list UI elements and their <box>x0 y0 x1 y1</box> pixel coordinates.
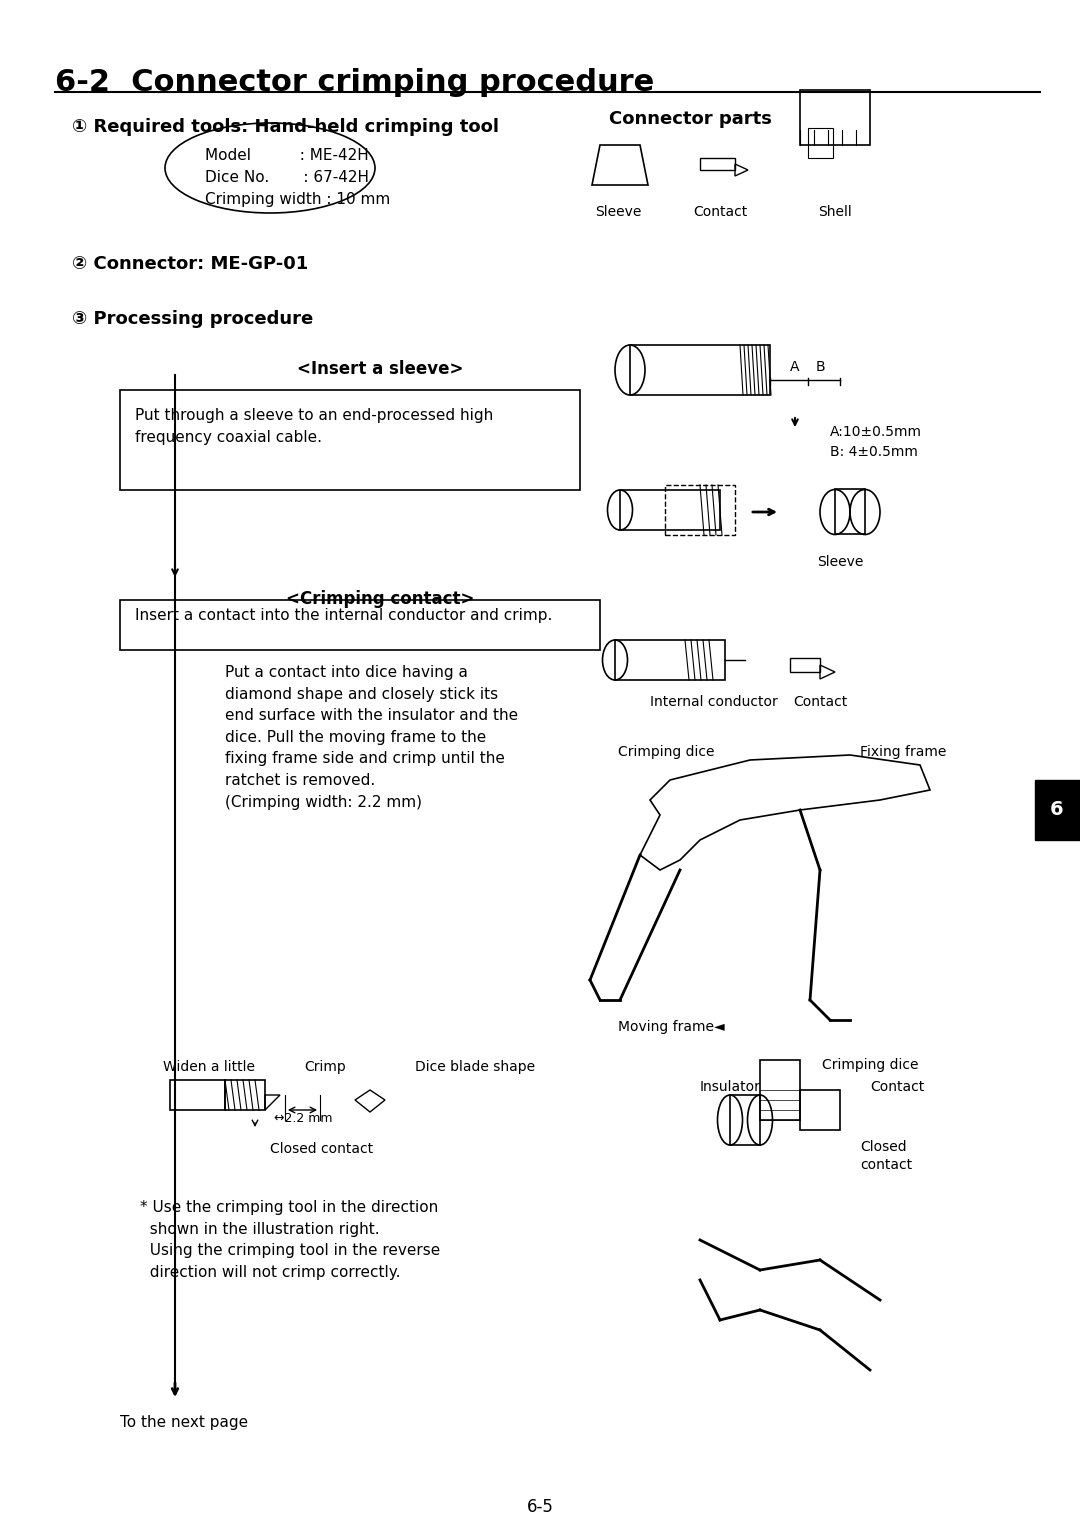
Text: Contact: Contact <box>793 695 847 709</box>
Bar <box>760 1060 800 1120</box>
Text: ↔2.2 mm: ↔2.2 mm <box>273 1112 333 1125</box>
Text: Closed
contact: Closed contact <box>860 1140 913 1172</box>
Text: Model          : ME-42H
Dice No.       : 67-42H
Crimping width : 10 mm: Model : ME-42H Dice No. : 67-42H Crimpin… <box>205 148 390 208</box>
Text: A:10±0.5mm
B: 4±0.5mm: A:10±0.5mm B: 4±0.5mm <box>831 425 922 458</box>
Bar <box>789 659 820 672</box>
Text: Crimping dice: Crimping dice <box>822 1057 918 1073</box>
Text: 6-5: 6-5 <box>527 1497 553 1516</box>
Text: Fixing frame: Fixing frame <box>860 746 946 759</box>
Bar <box>225 1080 265 1109</box>
Text: <Insert a sleeve>: <Insert a sleeve> <box>297 361 463 377</box>
Bar <box>835 489 865 533</box>
Text: Dice blade shape: Dice blade shape <box>415 1060 535 1074</box>
Text: Insert a contact into the internal conductor and crimp.: Insert a contact into the internal condu… <box>135 608 552 623</box>
Text: Insulator: Insulator <box>700 1080 761 1094</box>
Text: A: A <box>791 361 800 374</box>
Text: Closed contact: Closed contact <box>270 1141 373 1157</box>
Bar <box>615 640 725 680</box>
Text: Crimping dice: Crimping dice <box>618 746 715 759</box>
Text: Put a contact into dice having a
diamond shape and closely stick its
end surface: Put a contact into dice having a diamond… <box>225 665 518 810</box>
Text: Crimp: Crimp <box>305 1060 346 1074</box>
Bar <box>730 1096 760 1144</box>
Bar <box>700 157 735 170</box>
Text: Internal conductor: Internal conductor <box>650 695 778 709</box>
Text: Contact: Contact <box>693 205 747 219</box>
Text: Moving frame◄: Moving frame◄ <box>618 1021 725 1034</box>
Bar <box>620 490 720 530</box>
Text: B: B <box>815 361 825 374</box>
Text: To the next page: To the next page <box>120 1415 248 1430</box>
FancyBboxPatch shape <box>1035 779 1080 840</box>
Text: Connector parts: Connector parts <box>608 110 771 128</box>
Bar <box>800 1089 840 1131</box>
Bar <box>808 128 833 157</box>
Text: Sleeve: Sleeve <box>595 205 642 219</box>
Bar <box>170 1080 225 1109</box>
Text: ② Connector: ME-GP-01: ② Connector: ME-GP-01 <box>72 255 308 274</box>
Bar <box>800 90 870 145</box>
Text: * Use the crimping tool in the direction
  shown in the illustration right.
  Us: * Use the crimping tool in the direction… <box>140 1199 441 1280</box>
Text: 6-2  Connector crimping procedure: 6-2 Connector crimping procedure <box>55 69 654 96</box>
Text: Widen a little: Widen a little <box>163 1060 255 1074</box>
Text: Contact: Contact <box>870 1080 924 1094</box>
Text: ① Required tools: Hand-held crimping tool: ① Required tools: Hand-held crimping too… <box>72 118 499 136</box>
Text: Put through a sleeve to an end-processed high
frequency coaxial cable.: Put through a sleeve to an end-processed… <box>135 408 494 445</box>
Bar <box>630 345 770 396</box>
Text: Shell: Shell <box>819 205 852 219</box>
Text: ③ Processing procedure: ③ Processing procedure <box>72 310 313 329</box>
Text: <Crimping contact>: <Crimping contact> <box>286 590 474 608</box>
Text: Sleeve: Sleeve <box>816 555 863 568</box>
Text: 6: 6 <box>1050 801 1064 819</box>
